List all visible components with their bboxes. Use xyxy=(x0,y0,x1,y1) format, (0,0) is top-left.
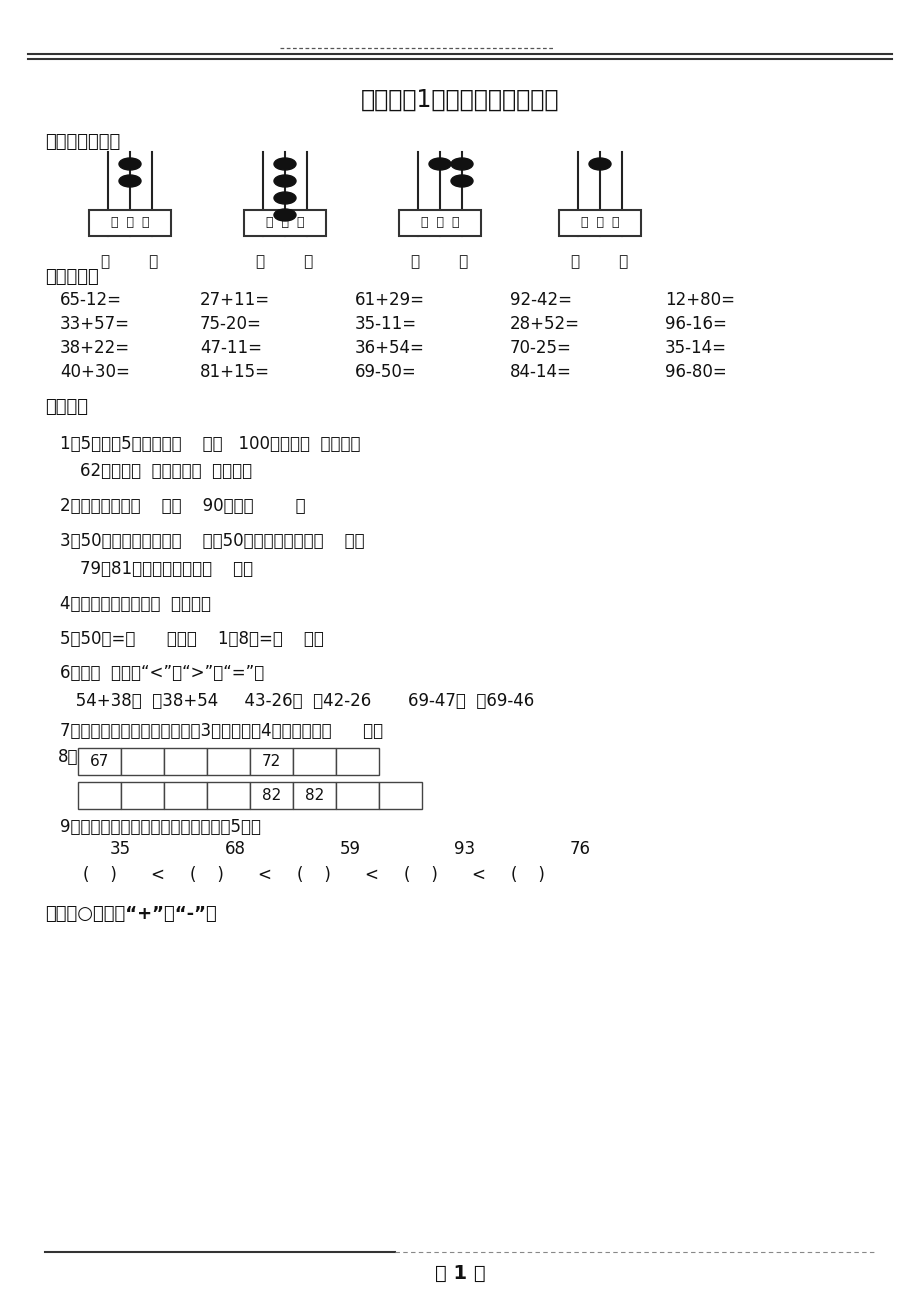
Bar xyxy=(89,210,171,236)
Bar xyxy=(250,783,292,809)
Ellipse shape xyxy=(428,158,450,171)
Text: 35-14=: 35-14= xyxy=(664,339,726,357)
Text: 40+30=: 40+30= xyxy=(60,363,130,381)
Text: 28+52=: 28+52= xyxy=(509,315,579,333)
Text: <: < xyxy=(471,866,484,884)
Text: 67: 67 xyxy=(90,754,109,769)
Text: 百  十  个: 百 十 个 xyxy=(110,216,149,229)
Text: 38+22=: 38+22= xyxy=(60,339,130,357)
Text: 92-42=: 92-42= xyxy=(509,292,572,309)
Text: 27+11=: 27+11= xyxy=(199,292,270,309)
Text: 4、读数和写数都从（  ）位起。: 4、读数和写数都从（ ）位起。 xyxy=(60,595,210,613)
Bar xyxy=(164,783,207,809)
Text: 93: 93 xyxy=(454,840,475,858)
Bar xyxy=(250,749,292,775)
Text: 65-12=: 65-12= xyxy=(60,292,122,309)
Bar xyxy=(379,783,422,809)
Text: 62里面有（  ）个十和（  ）个一。: 62里面有（ ）个十和（ ）个一。 xyxy=(80,462,252,480)
Text: 1、5个一和5个十组成（    ）。   100里面有（  ）个一。: 1、5个一和5个十组成（ ）。 100里面有（ ）个一。 xyxy=(60,435,360,453)
Text: 三、填空: 三、填空 xyxy=(45,398,88,417)
Text: 36+54=: 36+54= xyxy=(355,339,425,357)
Text: 二、口算。: 二、口算。 xyxy=(45,268,98,286)
Ellipse shape xyxy=(119,174,141,187)
Text: 四、在○里填上“+”或“-”。: 四、在○里填上“+”或“-”。 xyxy=(45,905,217,923)
Text: 82: 82 xyxy=(262,788,281,803)
Text: 47-11=: 47-11= xyxy=(199,339,262,357)
Ellipse shape xyxy=(274,210,296,221)
Bar xyxy=(292,749,335,775)
Text: (    ): ( ) xyxy=(403,866,437,884)
Text: 75-20=: 75-20= xyxy=(199,315,262,333)
Bar xyxy=(207,783,250,809)
Text: 33+57=: 33+57= xyxy=(60,315,130,333)
Text: 第 1 页: 第 1 页 xyxy=(434,1264,485,1282)
Text: 12+80=: 12+80= xyxy=(664,292,734,309)
Text: 小学数学1年级下册期末测试卷: 小学数学1年级下册期末测试卷 xyxy=(360,89,559,112)
Bar xyxy=(121,783,164,809)
Text: （        ）: （ ） xyxy=(256,254,313,270)
Text: （        ）: （ ） xyxy=(571,254,628,270)
Ellipse shape xyxy=(119,158,141,171)
Text: 59: 59 xyxy=(339,840,360,858)
Text: 70-25=: 70-25= xyxy=(509,339,572,357)
Text: 35-11=: 35-11= xyxy=(355,315,416,333)
Text: 82: 82 xyxy=(304,788,323,803)
Bar xyxy=(335,749,379,775)
Ellipse shape xyxy=(274,191,296,204)
Text: (    ): ( ) xyxy=(511,866,544,884)
Text: 2、七十八写作（    ），    90读作（        ）: 2、七十八写作（ ）， 90读作（ ） xyxy=(60,497,305,516)
Bar xyxy=(78,783,121,809)
Text: （        ）: （ ） xyxy=(411,254,468,270)
Text: <: < xyxy=(256,866,271,884)
Text: 5、50角=（      ）元，    1元8角=（    ）角: 5、50角=（ ）元， 1元8角=（ ）角 xyxy=(60,630,323,648)
Text: (    ): ( ) xyxy=(83,866,117,884)
Text: （        ）: （ ） xyxy=(101,254,158,270)
Ellipse shape xyxy=(450,158,472,171)
Text: 35: 35 xyxy=(109,840,130,858)
Bar xyxy=(559,210,641,236)
Text: 61+29=: 61+29= xyxy=(355,292,425,309)
Text: <: < xyxy=(150,866,164,884)
Bar xyxy=(164,749,207,775)
Bar xyxy=(207,749,250,775)
Text: (    ): ( ) xyxy=(297,866,331,884)
Ellipse shape xyxy=(274,158,296,171)
Bar xyxy=(78,749,121,775)
Text: 3、50前面的一个数是（    ），50后面的一个数是（    ）。: 3、50前面的一个数是（ ），50后面的一个数是（ ）。 xyxy=(60,533,364,549)
Text: 百  十  个: 百 十 个 xyxy=(420,216,459,229)
Ellipse shape xyxy=(274,174,296,187)
Text: (    ): ( ) xyxy=(190,866,223,884)
Text: 9、把下面各数从小到大排列起来。（5分）: 9、把下面各数从小到大排列起来。（5分） xyxy=(60,818,261,836)
Text: 72: 72 xyxy=(262,754,281,769)
Bar xyxy=(399,210,481,236)
Text: 7、一个数，从右边起第一位是3，第二位是4，这个数是（      ）。: 7、一个数，从右边起第一位是3，第二位是4，这个数是（ ）。 xyxy=(60,723,382,740)
Text: <: < xyxy=(364,866,378,884)
Text: 76: 76 xyxy=(569,840,590,858)
Text: 79和81中间的一个数是（    ）。: 79和81中间的一个数是（ ）。 xyxy=(80,560,253,578)
Text: 8、: 8、 xyxy=(58,749,78,766)
Bar xyxy=(292,783,335,809)
Text: 54+38（  ）38+54     43-26（  ）42-26       69-47（  ）69-46: 54+38（ ）38+54 43-26（ ）42-26 69-47（ ）69-4… xyxy=(60,691,534,710)
Bar xyxy=(335,783,379,809)
Text: 69-50=: 69-50= xyxy=(355,363,416,381)
Text: 6、在（  ）填上“<”、“>”或“=”。: 6、在（ ）填上“<”、“>”或“=”。 xyxy=(60,664,264,682)
Bar xyxy=(244,210,325,236)
Text: 一、看图写数。: 一、看图写数。 xyxy=(45,133,120,151)
Ellipse shape xyxy=(450,174,472,187)
Text: 百  十  个: 百 十 个 xyxy=(266,216,304,229)
Bar xyxy=(121,749,164,775)
Text: 96-16=: 96-16= xyxy=(664,315,726,333)
Text: 81+15=: 81+15= xyxy=(199,363,269,381)
Text: 84-14=: 84-14= xyxy=(509,363,572,381)
Text: 96-80=: 96-80= xyxy=(664,363,726,381)
Text: 68: 68 xyxy=(224,840,245,858)
Text: 百  十  个: 百 十 个 xyxy=(580,216,618,229)
Ellipse shape xyxy=(588,158,610,171)
